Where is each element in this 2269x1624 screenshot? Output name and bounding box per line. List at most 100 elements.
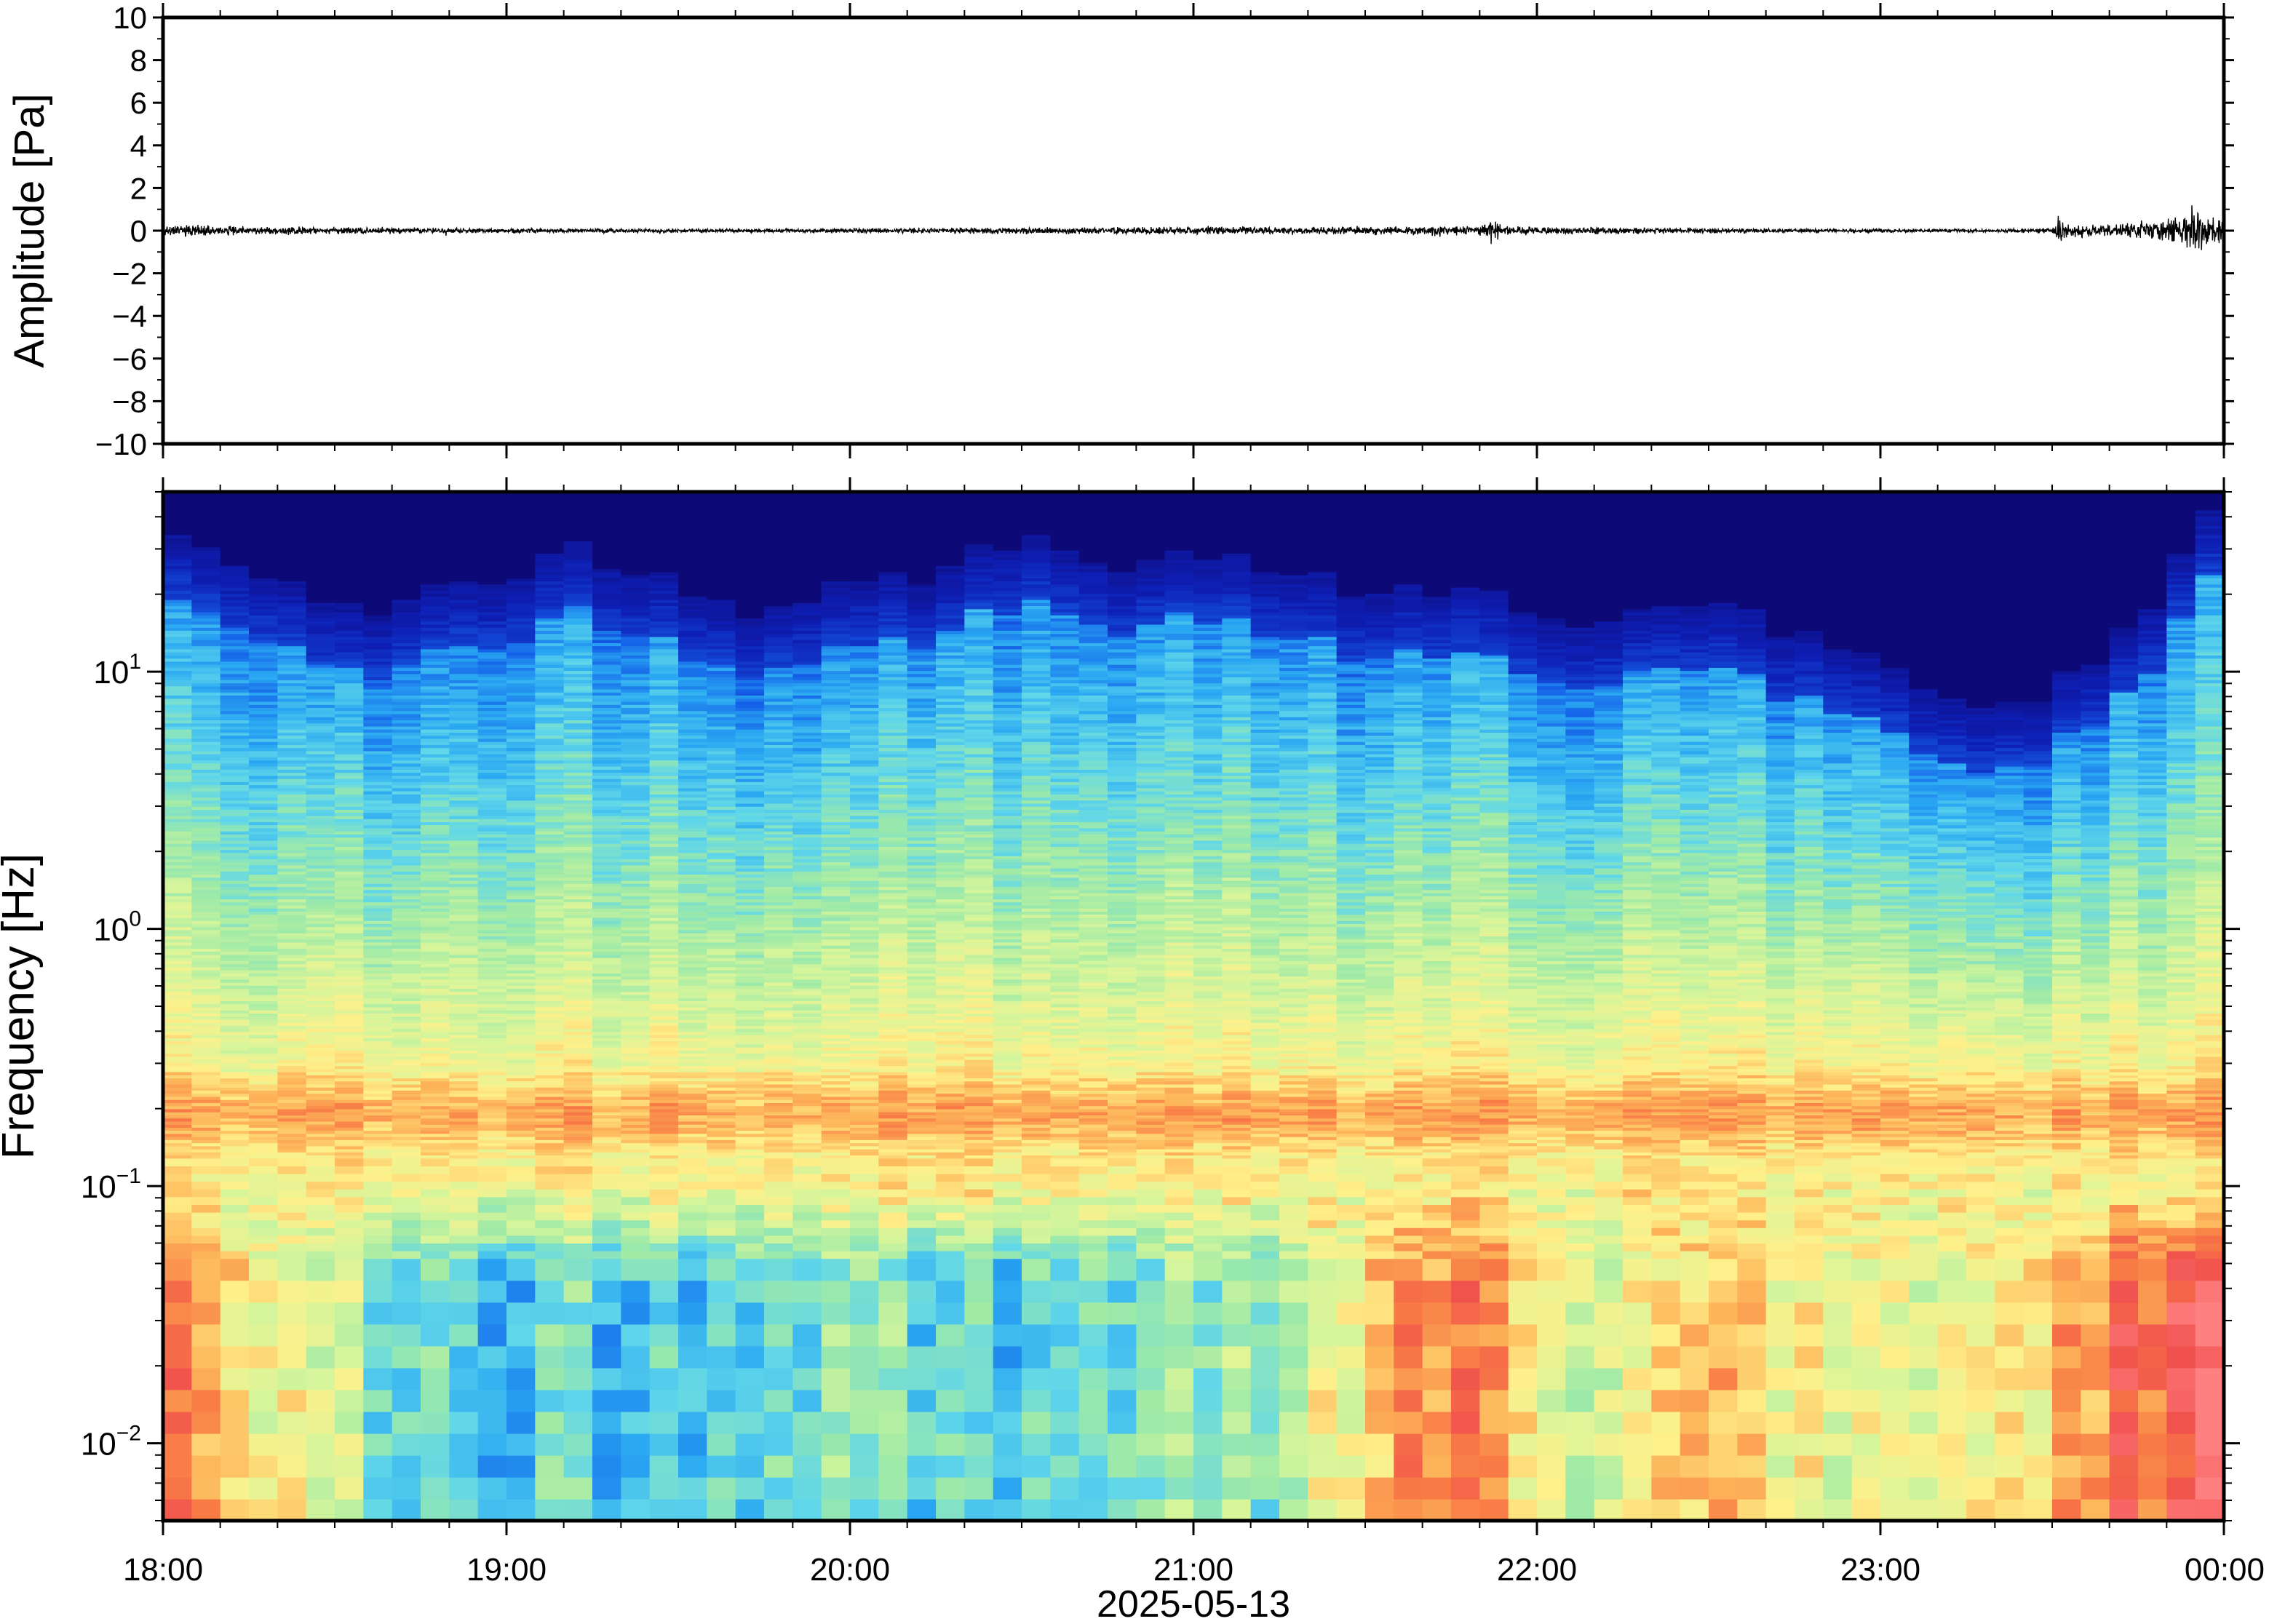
spectrogram-cell: [392, 1368, 421, 1390]
spectrogram-cell: [220, 1477, 250, 1500]
spectrogram-cell: [592, 1235, 621, 1243]
spectrogram-cell: [277, 1368, 306, 1390]
spectrogram-cell: [564, 1455, 593, 1478]
spectrogram-cell: [564, 1390, 593, 1412]
spectrogram-cell: [421, 1227, 450, 1235]
spectrogram-cell: [650, 1189, 679, 1197]
spectrogram-cell: [678, 1368, 707, 1390]
spectrogram-cell: [363, 1251, 392, 1259]
spectrogram-cell: [449, 1158, 478, 1166]
spectrogram-cell: [449, 1181, 478, 1189]
spectrogram-cell: [564, 1433, 593, 1456]
spectrogram-cell: [678, 1197, 707, 1205]
spectrogram-cell: [736, 1477, 765, 1500]
spectrogram-cell: [736, 1302, 765, 1325]
spectrogram-cell: [163, 1174, 192, 1182]
spectrogram-cell: [220, 1227, 250, 1235]
spectrogram-cell: [650, 1280, 679, 1302]
spectrogram-cell: [449, 1212, 478, 1220]
spectrogram-cell: [678, 1243, 707, 1251]
spectrogram-cell: [707, 1235, 736, 1243]
spectrogram-cell: [564, 1227, 593, 1235]
waveform-y-tick-label: −2: [112, 257, 147, 291]
spectrogram-cell: [163, 1477, 192, 1500]
spectrogram-cell: [506, 1499, 536, 1521]
spectrogram-cell: [163, 1368, 192, 1390]
spectrogram-cell: [421, 1412, 450, 1434]
spectrogram-cell: [736, 1433, 765, 1456]
spectrogram-cell: [678, 1477, 707, 1500]
spectrogram-cell: [306, 1258, 335, 1281]
spectrogram-cell: [736, 1181, 765, 1189]
spectrogram-cell: [392, 1412, 421, 1434]
spectrogram-cell: [191, 1227, 220, 1235]
spectrogram-cell: [249, 1181, 278, 1189]
spectrogram-cell: [363, 1412, 392, 1434]
spectrogram-cell: [736, 1258, 765, 1281]
spectrogram-cell: [707, 1477, 736, 1500]
spectrogram-cell: [392, 1390, 421, 1412]
spectrogram-cell: [678, 1204, 707, 1212]
spectrogram-cell: [650, 1258, 679, 1281]
spectrogram-cell: [564, 1302, 593, 1325]
spectrogram-cell: [163, 1346, 192, 1369]
spectrogram-cell: [277, 1166, 306, 1174]
spectrogram-cell: [478, 1280, 507, 1302]
spectrogram-cell: [736, 1219, 765, 1227]
spectrogram-cell: [249, 1158, 278, 1166]
spectrogram-cell: [506, 1219, 536, 1227]
spectrogram-cell: [478, 1235, 507, 1243]
spectrogram-cell: [449, 1258, 478, 1281]
spectrogram-cell: [736, 1197, 765, 1205]
spectrogram-cell: [650, 1390, 679, 1412]
spectrogram-cell: [421, 1181, 450, 1189]
spectrogram-cell: [392, 1258, 421, 1281]
spectrogram-cell: [249, 1235, 278, 1243]
spectrogram-cell: [421, 1219, 450, 1227]
spectrogram-cell: [621, 1219, 650, 1227]
spectrogram-cell: [335, 1197, 364, 1205]
spectrogram-cell: [249, 1477, 278, 1500]
spectrogram-cell: [535, 1258, 564, 1281]
spectrogram-cell: [678, 1499, 707, 1521]
spectrogram-cell: [564, 1412, 593, 1434]
spectrogram-cell: [249, 1174, 278, 1182]
spectrogram-cell: [506, 1204, 536, 1212]
spectrogram-cell: [363, 1235, 392, 1243]
spectrogram-cell: [535, 1346, 564, 1369]
spectrogram-cell: [621, 1368, 650, 1390]
spectrogram-cell: [678, 1235, 707, 1243]
spectrogram-cell: [707, 1189, 736, 1197]
spectrogram-cell: [392, 1189, 421, 1197]
spectrogram-cell: [277, 1235, 306, 1243]
spectrogram-cell: [621, 1197, 650, 1205]
waveform-y-tick-label: 4: [130, 129, 147, 163]
spectrogram-cell: [564, 1158, 593, 1166]
spectrogram-cell: [449, 1219, 478, 1227]
spectrogram-cell: [707, 1412, 736, 1434]
spectrogram-cell: [478, 1204, 507, 1212]
spectrogram-cell: [191, 1412, 220, 1434]
spectrogram-cell: [449, 1243, 478, 1251]
spectrogram-cell: [736, 1368, 765, 1390]
spectrogram-cell: [163, 1166, 192, 1174]
spectrogram-cell: [621, 1181, 650, 1189]
spectrogram-cell: [535, 1251, 564, 1259]
spectrogram-cell: [220, 1243, 250, 1251]
spectrogram-cell: [306, 1235, 335, 1243]
spectrogram-cell: [707, 1280, 736, 1302]
spectrogram-cell: [220, 1181, 250, 1189]
spectrogram-cell: [306, 1212, 335, 1220]
spectrogram-cell: [363, 1499, 392, 1521]
waveform-y-tick-label: 10: [113, 1, 147, 35]
spectrogram-cell: [335, 1499, 364, 1521]
spectrogram-cell: [335, 1280, 364, 1302]
spectrogram-cell: [736, 1346, 765, 1369]
spectrogram-cell: [506, 1390, 536, 1412]
spectrogram-cell: [363, 1368, 392, 1390]
spectrogram-cell: [421, 1204, 450, 1212]
spectrogram-cell: [707, 1219, 736, 1227]
spectrogram-cell: [621, 1477, 650, 1500]
spectrogram-cell: [163, 1302, 192, 1325]
spectrogram-cell: [592, 1346, 621, 1369]
